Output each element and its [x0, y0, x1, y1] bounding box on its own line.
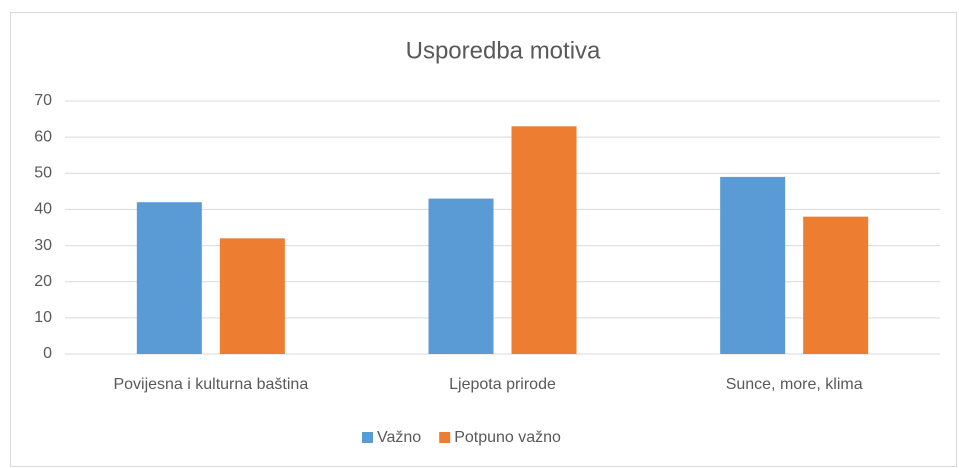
bar	[136, 202, 202, 354]
legend-label: Potpuno važno	[454, 429, 561, 446]
legend-swatch	[362, 432, 373, 443]
bar	[803, 216, 869, 354]
y-tick-label: 60	[34, 128, 52, 145]
x-tick-label: Ljepota prirode	[449, 376, 556, 393]
bar	[219, 238, 285, 354]
bar	[428, 198, 494, 354]
bar	[720, 176, 786, 354]
legend-swatch	[439, 432, 451, 443]
x-tick-label: Povijesna i kulturna baština	[113, 376, 308, 393]
y-tick-label: 50	[34, 165, 52, 182]
y-tick-label: 10	[34, 309, 52, 326]
y-tick-label: 70	[34, 92, 52, 109]
x-tick-label: Sunce, more, klima	[726, 376, 863, 393]
y-tick-label: 20	[34, 273, 52, 290]
legend-label: Važno	[377, 429, 421, 446]
y-tick-label: 40	[34, 201, 52, 218]
y-tick-label: 30	[34, 237, 52, 254]
y-tick-label: 0	[43, 345, 52, 362]
bar	[511, 126, 577, 354]
chart-title: Usporedba motiva	[406, 37, 601, 64]
